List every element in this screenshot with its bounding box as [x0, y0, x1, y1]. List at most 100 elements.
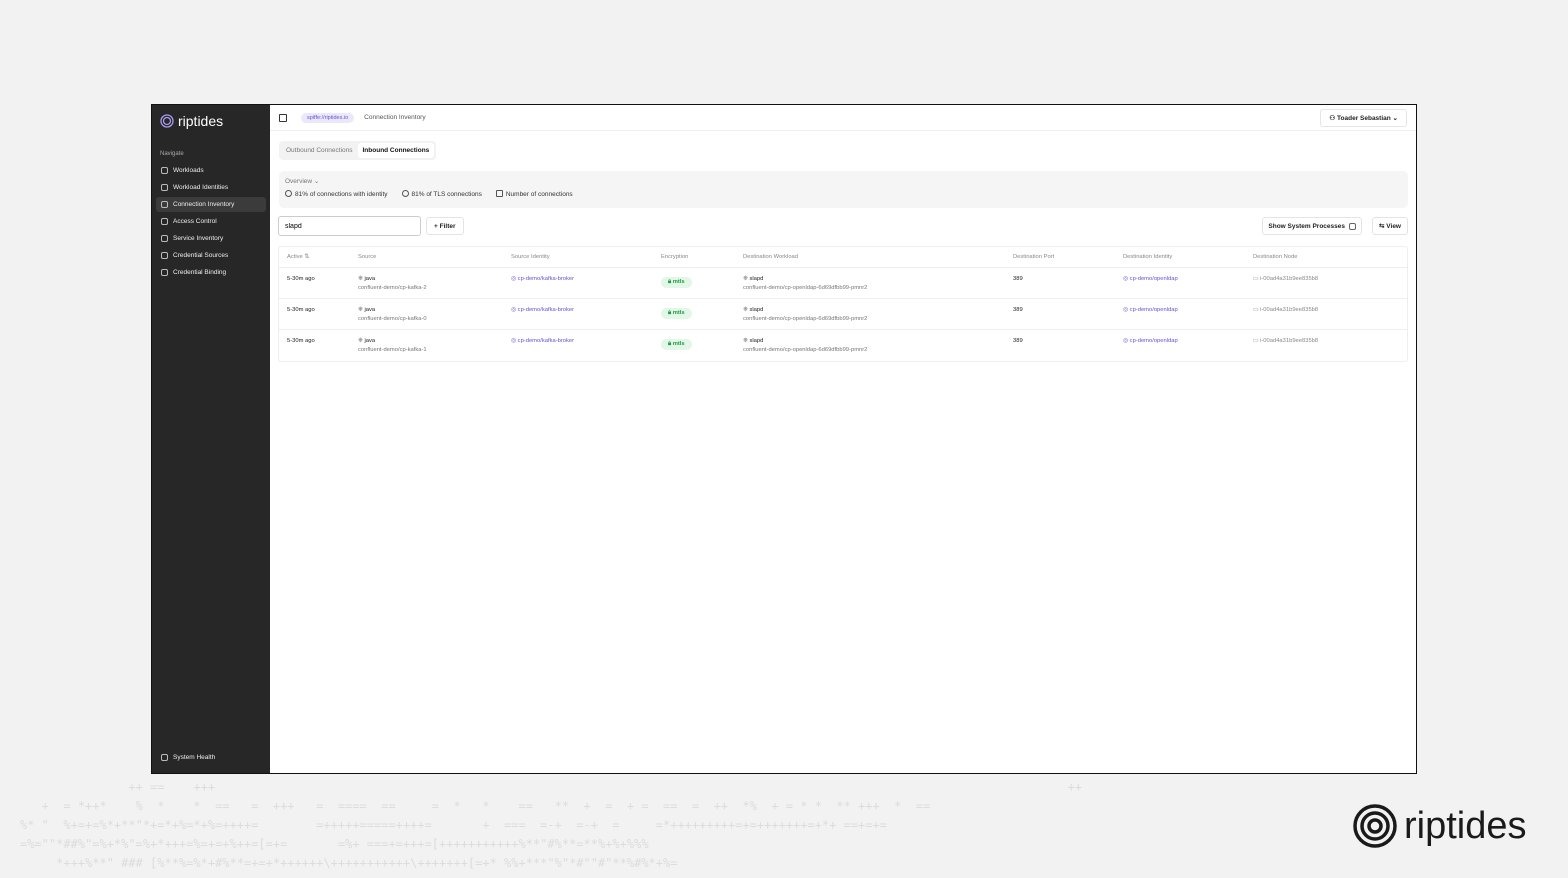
destination-workload-cell: ❋ slapd confluent-demo/cp-openldap-6d69df… [743, 307, 868, 322]
chevron-down-icon: ⌄ [1390, 114, 1398, 122]
user-menu-button[interactable]: ⚇ Toader Sebastian ⌄ [1320, 108, 1407, 127]
column-source: Source [358, 254, 377, 260]
encryption-cell: 🔒︎ mtls [653, 338, 735, 361]
workloads-icon [161, 167, 168, 174]
app-window: riptides Navigate Workloads Workload Ide… [151, 104, 1417, 774]
source-identity-cell[interactable]: ◎ cp-demo/kafka-broker [511, 307, 575, 313]
source-identity-cell[interactable]: ◎ cp-demo/kafka-broker [511, 338, 575, 344]
active-cell: 5-30m ago [287, 307, 315, 313]
destination-node-cell: ▭ i-00ad4a31b9ee835b8 [1253, 338, 1319, 344]
encryption-badge: 🔒︎ mtls [661, 339, 692, 350]
sidebar-item-credential-binding[interactable]: Credential Binding [156, 265, 266, 280]
top-bar: spiffe://riptides.io Connection Inventor… [270, 105, 1416, 131]
chevron-down-icon: ⌄ [313, 178, 320, 185]
overview-toggle[interactable]: Overview ⌄ [285, 178, 320, 185]
destination-workload-cell: ❋ slapd confluent-demo/cp-openldap-6d69df… [743, 338, 868, 353]
identity-icon [161, 184, 168, 191]
column-destination-workload: Destination Workload [743, 254, 798, 260]
connections-table: Active ⇅ Source Source Identity Encrypti… [278, 246, 1408, 362]
tab-outbound[interactable]: Outbound Connections [286, 147, 353, 154]
riptides-logo-icon [1353, 804, 1397, 848]
server-icon: ▭ [1253, 276, 1261, 282]
destination-port-cell: 389 [1013, 338, 1023, 344]
user-icon: ⚇ [1329, 114, 1338, 122]
stat-identity: 81% of connections with identity [285, 190, 388, 198]
trust-domain-badge[interactable]: spiffe://riptides.io [301, 112, 355, 123]
source-identity-cell[interactable]: ◎ cp-demo/kafka-broker [511, 276, 575, 282]
access-control-icon [161, 218, 168, 225]
filter-button[interactable]: + Filter [426, 217, 464, 235]
stat-connections: Number of connections [495, 190, 573, 198]
table-row[interactable]: 5-30m ago ❋ java confluent-demo/cp-kafka-… [279, 330, 1407, 361]
process-icon: ❋ [743, 276, 750, 282]
folder-icon [161, 235, 168, 242]
connection-icon [161, 201, 168, 208]
process-icon: ❋ [743, 307, 750, 313]
tab-inbound[interactable]: Inbound Connections [357, 143, 435, 158]
encryption-badge: 🔒︎ mtls [661, 277, 692, 288]
source-cell: ❋ java confluent-demo/cp-kafka-0 [358, 307, 427, 322]
overview-panel: Overview ⌄ 81% of connections with ident… [279, 171, 1408, 208]
plus-icon: + [434, 222, 440, 230]
sidebar-item-access-control[interactable]: Access Control [156, 214, 266, 229]
encryption-cell: 🔒︎ mtls [653, 276, 735, 298]
sidebar-item-service-inventory[interactable]: Service Inventory [156, 231, 266, 246]
source-cell: ❋ java confluent-demo/cp-kafka-2 [358, 276, 427, 291]
identity-icon: ◎ [511, 338, 518, 344]
sidebar-item-credential-sources[interactable]: Credential Sources [156, 248, 266, 263]
active-cell: 5-30m ago [287, 338, 315, 344]
destination-node-cell: ▭ i-00ad4a31b9ee835b8 [1253, 276, 1319, 282]
sidebar-item-workload-identities[interactable]: Workload Identities [156, 180, 266, 195]
identity-icon: ◎ [511, 276, 518, 282]
sidebar-item-workloads[interactable]: Workloads [156, 163, 266, 178]
lock-icon: 🔒︎ [668, 310, 673, 316]
destination-identity-cell[interactable]: ◎ cp-demo/openldap [1123, 307, 1178, 313]
link-icon [161, 269, 168, 276]
destination-identity-cell[interactable]: ◎ cp-demo/openldap [1123, 338, 1178, 344]
view-button[interactable]: ⇆ View [1372, 217, 1408, 235]
chart-icon [161, 754, 168, 761]
column-source-identity: Source Identity [511, 254, 550, 260]
process-icon: ❋ [358, 276, 365, 282]
column-active[interactable]: Active ⇅ [287, 254, 310, 260]
search-input[interactable] [278, 216, 421, 236]
riptides-logo-icon [160, 114, 174, 128]
lock-icon: 🔒︎ [668, 279, 673, 285]
lock-icon: 🔒︎ [668, 341, 673, 347]
destination-workload-cell: ❋ slapd confluent-demo/cp-openldap-6d69df… [743, 276, 868, 291]
watermark-logo: riptides [1352, 803, 1527, 849]
table-row[interactable]: 5-30m ago ❋ java confluent-demo/cp-kafka-… [279, 299, 1407, 330]
table-header: Active ⇅ Source Source Identity Encrypti… [279, 247, 1407, 268]
destination-identity-cell[interactable]: ◎ cp-demo/openldap [1123, 276, 1178, 282]
server-icon: ▭ [1253, 338, 1261, 344]
main-content: spiffe://riptides.io Connection Inventor… [270, 105, 1416, 773]
sidebar-item-connection-inventory[interactable]: Connection Inventory [156, 197, 266, 212]
process-icon: ❋ [743, 338, 750, 344]
active-cell: 5-30m ago [287, 276, 315, 282]
source-cell: ❋ java confluent-demo/cp-kafka-1 [358, 338, 427, 353]
column-destination-port: Destination Port [1013, 254, 1055, 260]
server-icon: ▭ [1253, 307, 1261, 313]
table-row[interactable]: 5-30m ago ❋ java confluent-demo/cp-kafka-… [279, 268, 1407, 299]
number-icon [495, 190, 503, 197]
process-icon: ❋ [358, 338, 365, 344]
destination-port-cell: 389 [1013, 307, 1023, 313]
stat-tls: 81% of TLS connections [401, 190, 482, 198]
checkbox[interactable] [1349, 222, 1356, 230]
encryption-badge: 🔒︎ mtls [661, 308, 692, 319]
identity-icon: ◎ [1123, 276, 1130, 282]
destination-node-cell: ▭ i-00ad4a31b9ee835b8 [1253, 307, 1319, 313]
encryption-cell: 🔒︎ mtls [653, 307, 735, 329]
column-encryption: Encryption [661, 254, 689, 260]
column-destination-node: Destination Node [1253, 254, 1298, 260]
sliders-icon: ⇆ [1379, 223, 1387, 230]
nav-heading: Navigate [160, 151, 184, 157]
identity-icon: ◎ [511, 307, 518, 313]
sidebar-item-system-health[interactable]: System Health [156, 750, 220, 765]
sidebar-toggle-icon[interactable] [279, 113, 287, 122]
sort-icon: ⇅ [304, 254, 310, 260]
identity-icon: ◎ [1123, 338, 1130, 344]
logo[interactable]: riptides [156, 111, 266, 131]
column-destination-identity: Destination Identity [1123, 254, 1173, 260]
show-system-processes-toggle[interactable]: Show System Processes [1262, 217, 1362, 235]
